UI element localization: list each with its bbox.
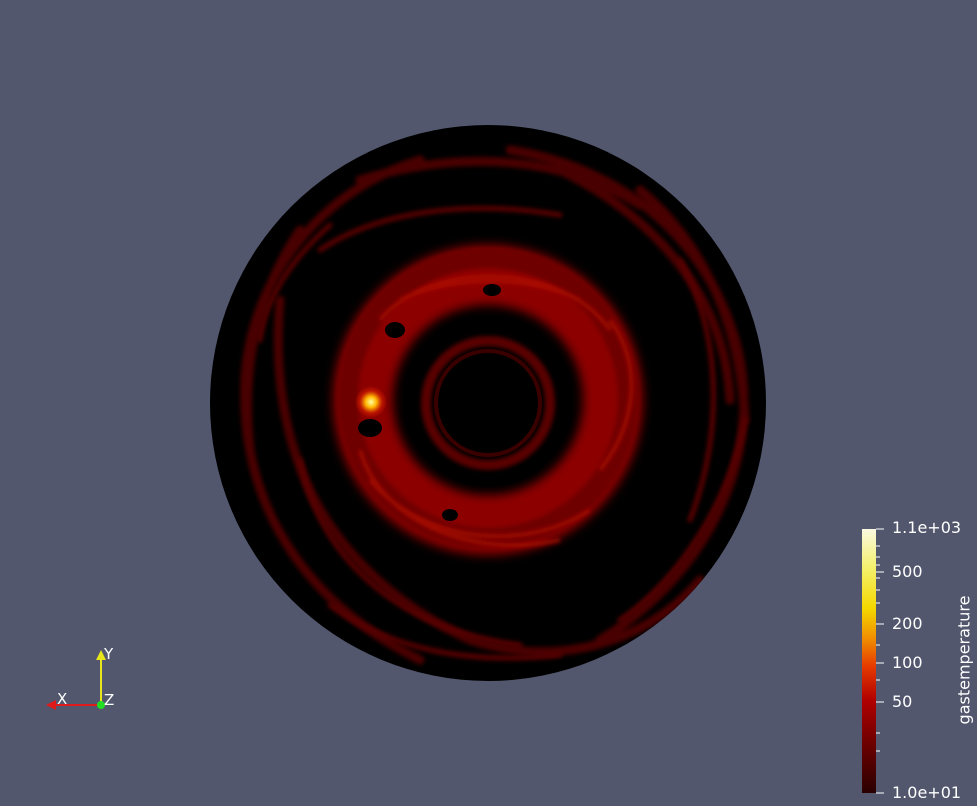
y-axis-label: Y bbox=[104, 645, 114, 663]
colorbar bbox=[862, 528, 884, 794]
x-axis-label: X bbox=[57, 690, 68, 708]
z-axis-label: Z bbox=[104, 691, 115, 709]
colorbar-gradient bbox=[862, 529, 876, 793]
x-axis-arrow bbox=[46, 700, 56, 710]
colorbar-min-label: 1.0e+01 bbox=[892, 783, 962, 802]
colorbar-max-label: 1.1e+03 bbox=[892, 518, 962, 537]
colorbar-ticks bbox=[876, 528, 884, 794]
colorbar-label-100: 100 bbox=[892, 653, 923, 672]
colorbar-label-50: 50 bbox=[892, 692, 913, 711]
z-axis-dot bbox=[97, 701, 105, 709]
colorbar-label-500: 500 bbox=[892, 562, 923, 581]
y-axis-arrow bbox=[96, 650, 106, 660]
colorbar-label-200: 200 bbox=[892, 614, 923, 633]
orientation-axes bbox=[46, 650, 106, 710]
colorbar-title: gastemperature bbox=[954, 595, 974, 725]
temperature-disk bbox=[210, 125, 766, 681]
